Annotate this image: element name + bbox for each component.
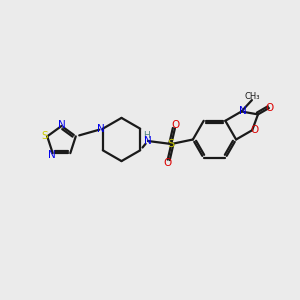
Text: CH₃: CH₃ (244, 92, 260, 101)
Text: O: O (250, 125, 259, 135)
Text: S: S (168, 139, 175, 149)
Text: S: S (41, 131, 48, 141)
Text: O: O (171, 119, 180, 130)
Text: O: O (163, 158, 171, 169)
Text: N: N (144, 136, 152, 146)
Text: N: N (48, 150, 56, 160)
Text: N: N (239, 106, 247, 116)
Text: H: H (143, 131, 150, 140)
Text: N: N (98, 124, 105, 134)
Text: N: N (58, 119, 66, 130)
Text: O: O (266, 103, 274, 113)
